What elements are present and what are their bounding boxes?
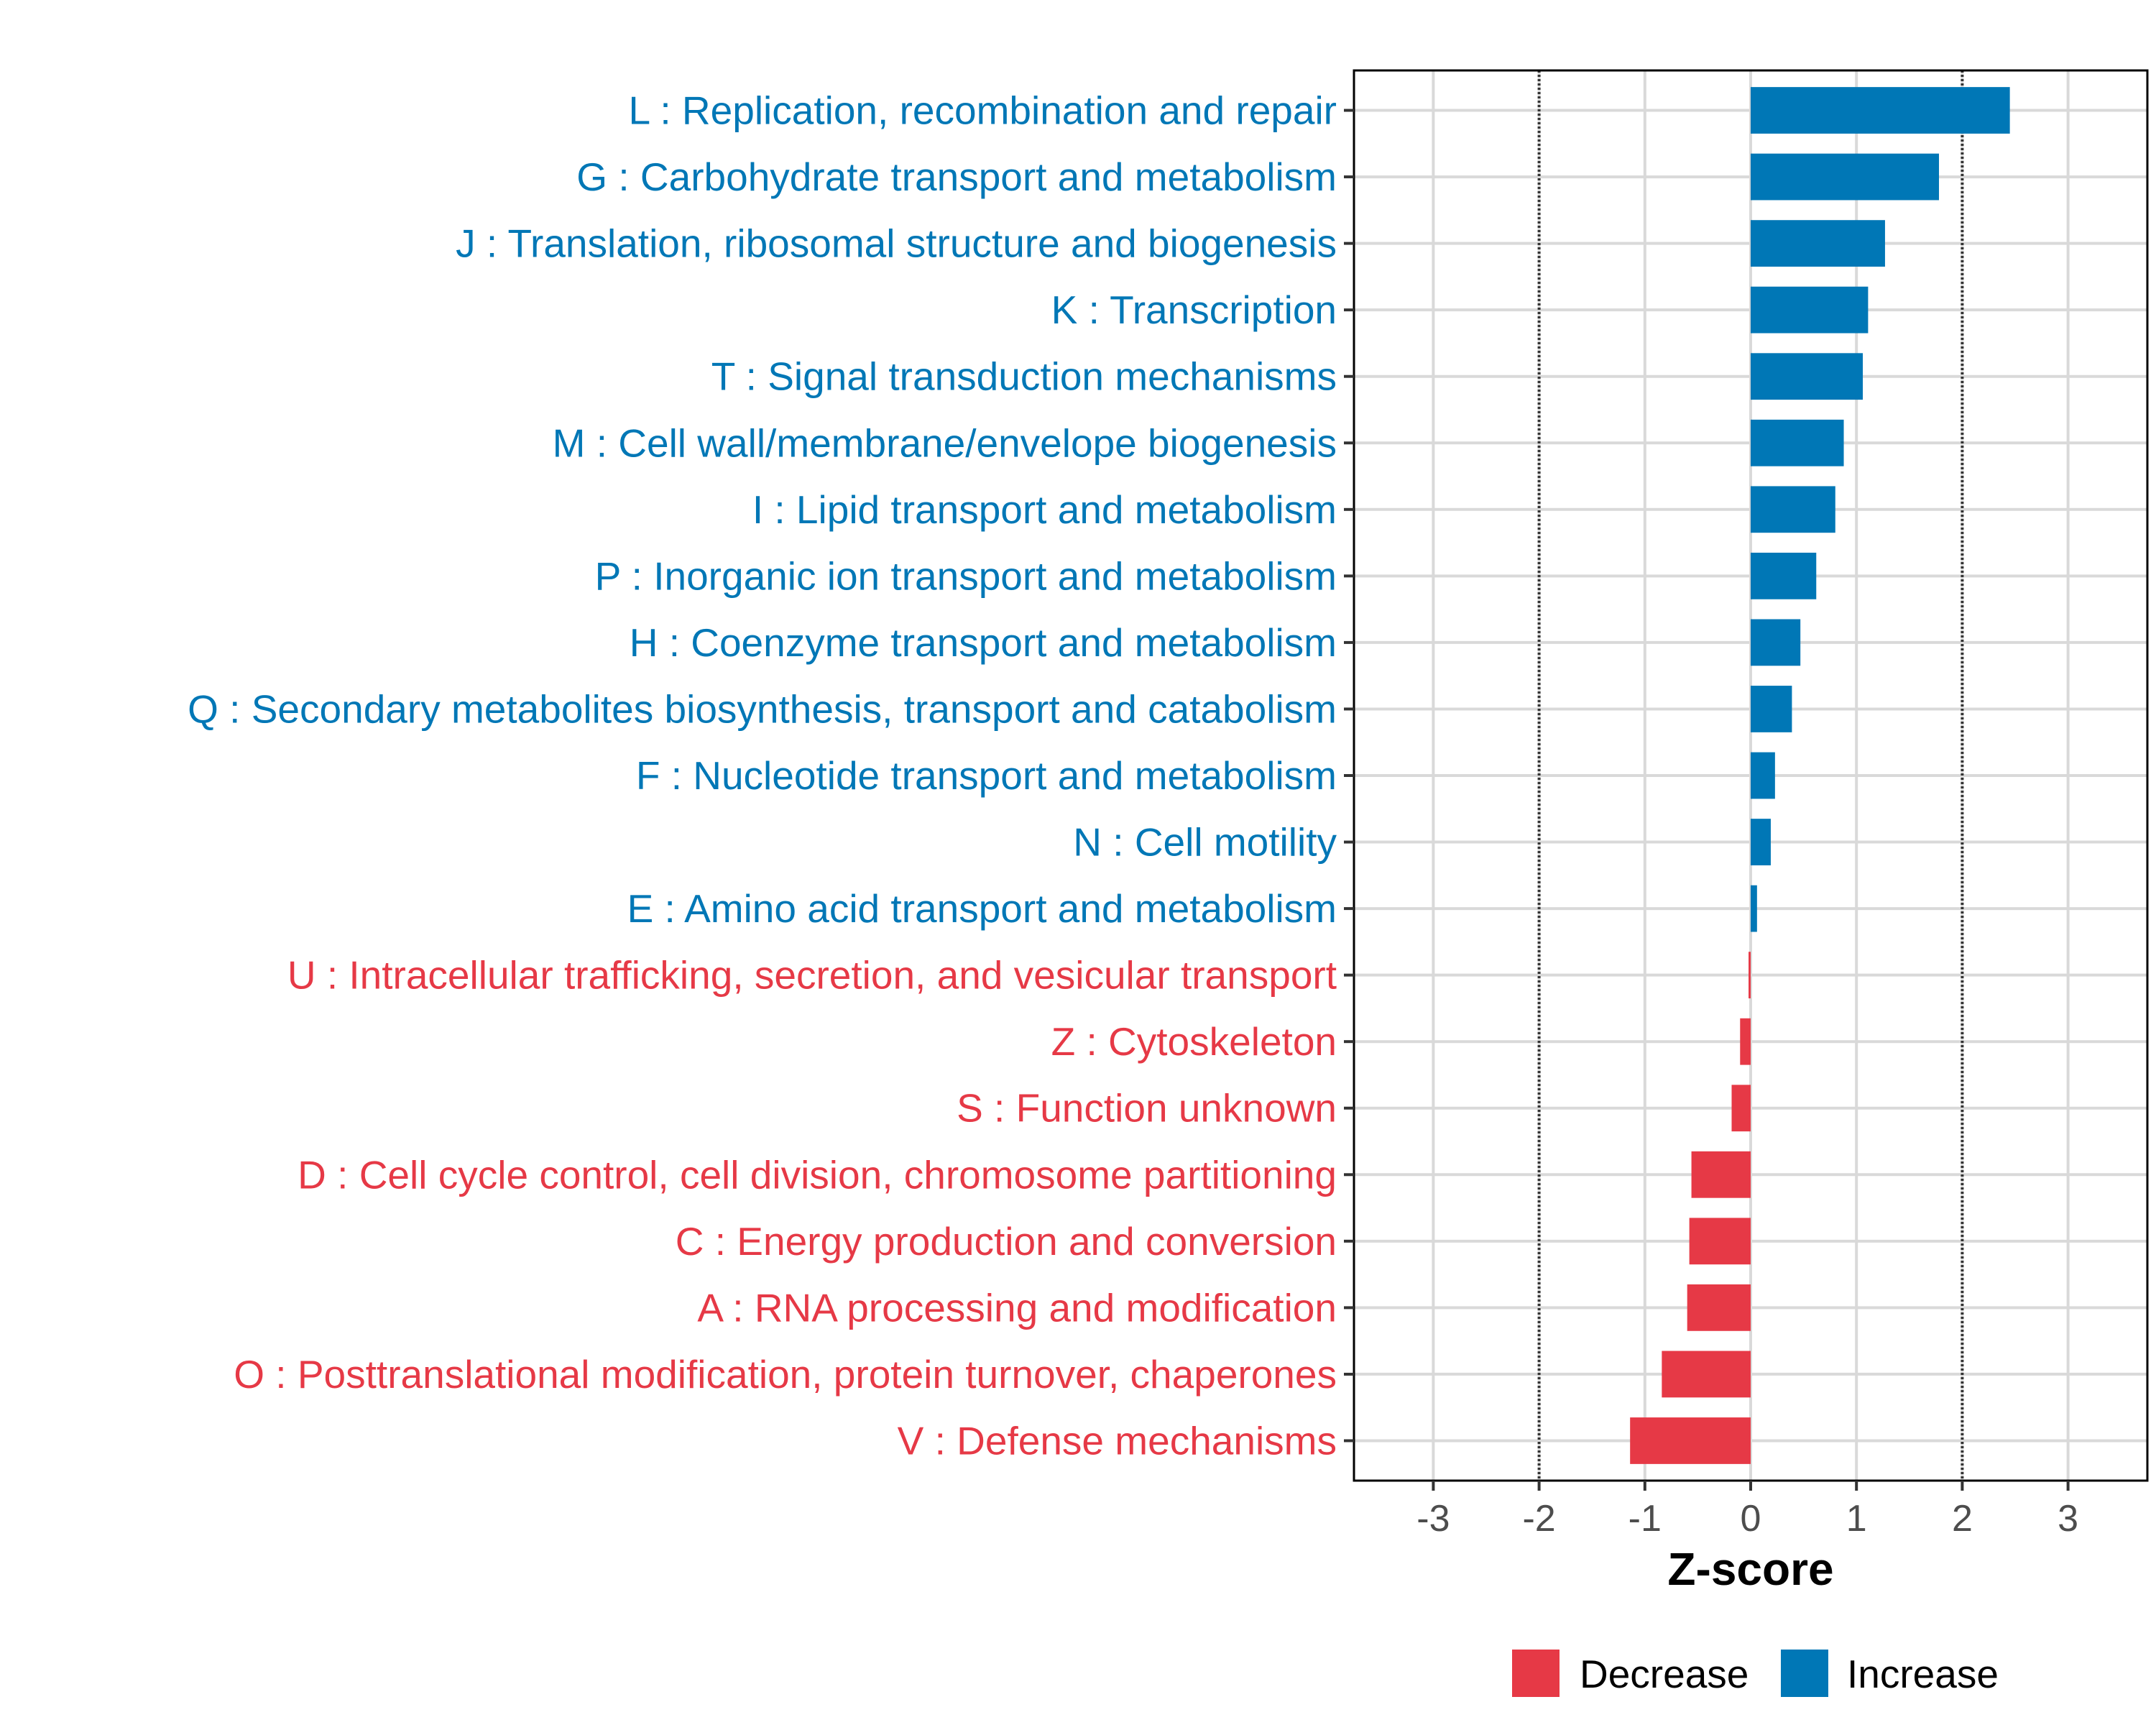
category-label: E : Amino acid transport and metabolism [627, 886, 1337, 931]
bar [1751, 419, 1844, 466]
bar [1731, 1085, 1751, 1132]
category-label: F : Nucleotide transport and metabolism [636, 753, 1337, 798]
threshold-lines [1537, 70, 1964, 1481]
bar [1751, 153, 1940, 201]
legend-increase-swatch [1781, 1650, 1828, 1697]
category-label: T : Signal transduction mechanisms [711, 354, 1337, 399]
bar [1751, 552, 1817, 599]
x-tick-label: 1 [1846, 1498, 1867, 1540]
category-label: I : Lipid transport and metabolism [752, 487, 1337, 532]
bars [1630, 87, 2010, 1464]
category-label: A : RNA processing and modification [697, 1285, 1337, 1330]
legend: Decrease Increase [1512, 1650, 1999, 1697]
bar [1751, 220, 1885, 267]
legend-decrease-swatch [1512, 1650, 1560, 1697]
bar [1751, 752, 1775, 799]
category-label: V : Defense mechanisms [898, 1418, 1337, 1463]
category-label: Z : Cytoskeleton [1051, 1019, 1337, 1064]
category-label: J : Translation, ribosomal structure and… [456, 221, 1337, 266]
category-label: L : Replication, recombination and repai… [629, 88, 1337, 133]
bar [1751, 286, 1869, 334]
bar [1751, 87, 2010, 134]
category-label: M : Cell wall/membrane/envelope biogenes… [553, 420, 1337, 465]
bar [1751, 686, 1792, 732]
bar [1749, 952, 1751, 999]
bar [1689, 1218, 1751, 1265]
category-label: H : Coenzyme transport and metabolism [630, 620, 1337, 665]
x-tick-label: 0 [1741, 1498, 1761, 1540]
category-label: U : Intracellular trafficking, secretion… [287, 953, 1337, 998]
bar [1691, 1151, 1751, 1198]
x-tick-label: 2 [1952, 1498, 1973, 1540]
category-label: K : Transcription [1051, 288, 1337, 332]
x-tick-label: -3 [1416, 1498, 1450, 1540]
legend-decrease-label: Decrease [1580, 1652, 1749, 1696]
category-label: O : Posttranslational modification, prot… [234, 1352, 1337, 1397]
bar [1687, 1284, 1751, 1331]
category-labels: L : Replication, recombination and repai… [188, 88, 1337, 1463]
bar [1751, 619, 1801, 666]
x-tick-label: -2 [1522, 1498, 1555, 1540]
x-axis-ticks: -3 -2 -1 0 1 2 3 [1416, 1481, 2078, 1540]
x-tick-label: -1 [1628, 1498, 1662, 1540]
bar [1740, 1018, 1751, 1065]
x-tick-label: 3 [2058, 1498, 2078, 1540]
category-label: G : Carbohydrate transport and metabolis… [576, 155, 1337, 199]
bar [1630, 1417, 1751, 1464]
category-label: S : Function unknown [957, 1086, 1337, 1131]
bar [1751, 486, 1835, 533]
bar [1751, 885, 1757, 932]
bar [1662, 1351, 1751, 1398]
x-axis-title: Z-score [1667, 1543, 1833, 1595]
category-label: Q : Secondary metabolites biosynthesis, … [188, 686, 1337, 731]
bar [1751, 353, 1864, 400]
legend-increase-label: Increase [1847, 1652, 1999, 1696]
category-label: N : Cell motility [1073, 820, 1337, 865]
category-label: C : Energy production and conversion [676, 1219, 1337, 1264]
bar [1751, 819, 1771, 865]
category-label: D : Cell cycle control, cell division, c… [298, 1152, 1337, 1197]
category-label: P : Inorganic ion transport and metaboli… [595, 553, 1337, 598]
y-axis-ticks [1344, 109, 1354, 1443]
